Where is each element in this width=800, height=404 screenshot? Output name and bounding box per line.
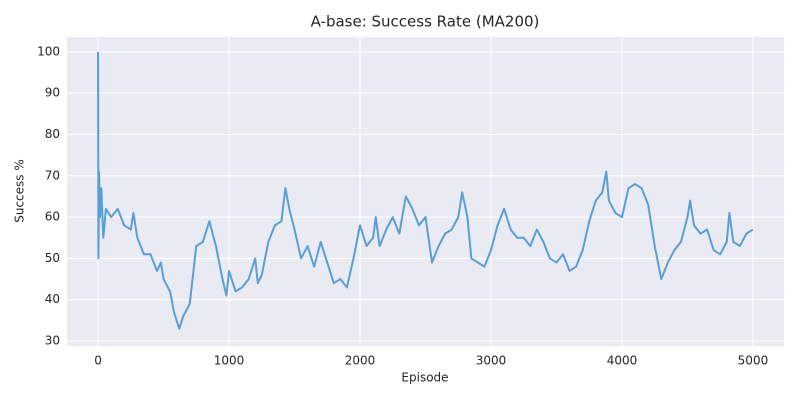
chart-title: A-base: Success Rate (MA200): [311, 13, 540, 31]
y-tick-label: 60: [45, 210, 60, 224]
y-tick-label: 70: [45, 168, 60, 182]
x-tick-label: 0: [94, 354, 102, 368]
y-tick-label: 90: [45, 86, 60, 100]
x-tick-label: 3000: [476, 354, 507, 368]
y-tick-label: 50: [45, 251, 60, 265]
y-tick-label: 40: [45, 292, 60, 306]
y-tick-label: 100: [37, 44, 60, 58]
plot-area: [67, 37, 784, 346]
y-tick-label: 30: [45, 334, 60, 348]
x-tick-label: 1000: [214, 354, 245, 368]
x-axis-label: Episode: [401, 371, 448, 385]
x-tick-label: 5000: [738, 354, 769, 368]
line-series: [97, 51, 754, 330]
y-tick-label: 80: [45, 127, 60, 141]
x-tick-label: 4000: [607, 354, 638, 368]
y-axis-label: Success %: [13, 159, 27, 223]
x-tick-label: 2000: [345, 354, 376, 368]
